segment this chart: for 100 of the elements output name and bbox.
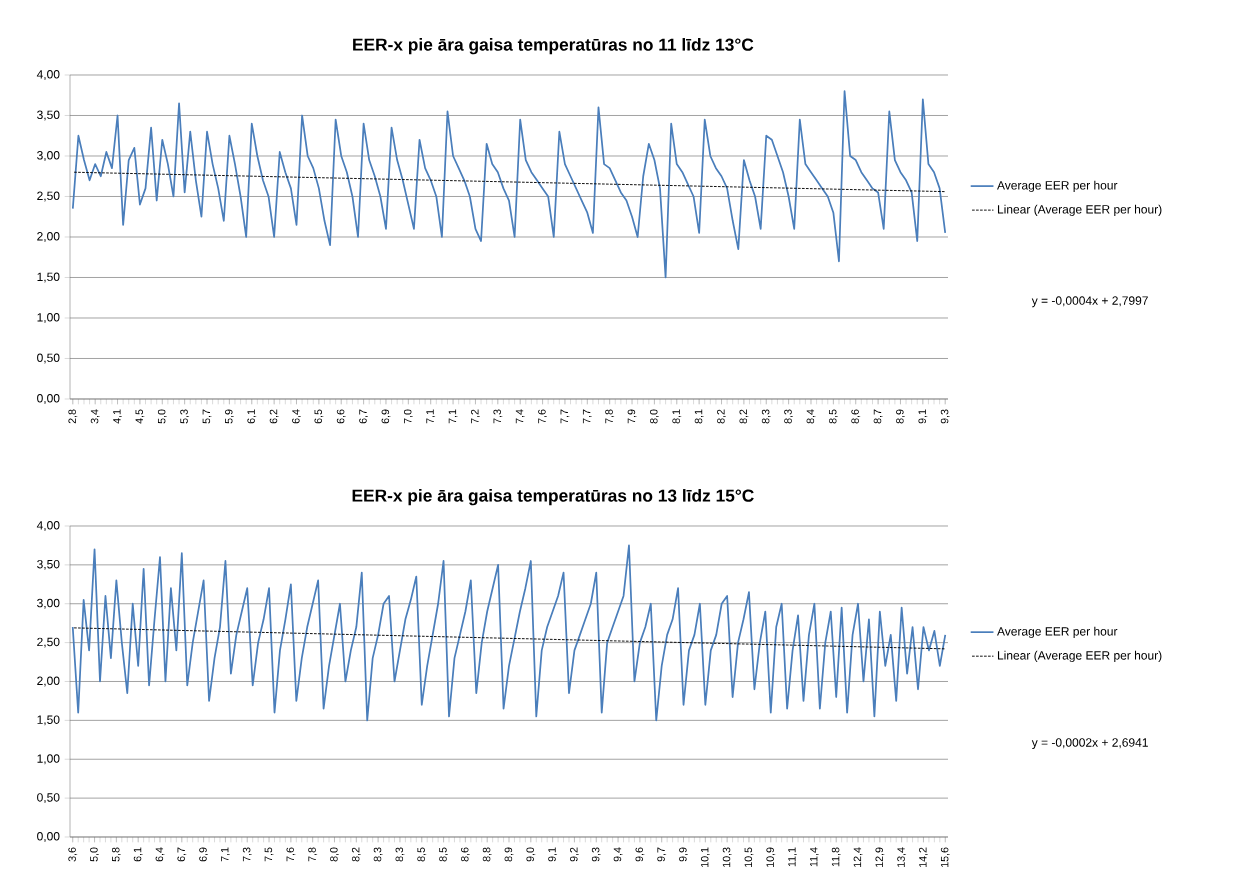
x-tick-label: 8,8 — [482, 847, 492, 862]
x-tick-label: 4,5 — [135, 409, 145, 424]
x-tick-label: 9,3 — [940, 409, 950, 424]
x-tick-label: 8,3 — [784, 409, 794, 424]
x-tick-label: 10,9 — [766, 847, 776, 867]
legend-label: Linear (Average EER per hour) — [997, 650, 1162, 663]
x-tick-label: 7,8 — [605, 409, 615, 424]
y-tick-label: 0,50 — [37, 353, 60, 364]
y-tick-label: 3,50 — [37, 110, 60, 121]
y-tick-label: 0,50 — [37, 793, 60, 804]
x-tick-label: 8,9 — [504, 847, 514, 862]
x-tick-label: 6,9 — [199, 847, 209, 862]
x-tick-label: 8,5 — [439, 847, 448, 862]
x-tick-label: 15,6 — [940, 847, 950, 867]
x-tick-label: 6,9 — [381, 409, 391, 424]
x-tick-label: 7,1 — [426, 409, 436, 424]
x-tick-label: 14,2 — [919, 847, 928, 867]
x-tick-label: 9,1 — [548, 847, 558, 862]
x-tick-label: 10,5 — [744, 847, 754, 867]
x-tick-label: 8,2 — [739, 409, 749, 424]
x-tick-label: 8,3 — [761, 409, 771, 424]
x-tick-label: 5,8 — [111, 847, 121, 862]
legend-label: Average EER per hour — [997, 180, 1118, 192]
x-tick-label: 9,3 — [591, 847, 601, 862]
x-tick-label: 11,8 — [831, 847, 841, 867]
x-tick-label: 8,3 — [395, 847, 405, 862]
x-tick-label: 6,6 — [336, 409, 346, 424]
x-tick-label: 8,1 — [672, 409, 682, 424]
x-tick-label: 6,7 — [177, 847, 187, 862]
x-tick-label: 3,4 — [90, 409, 100, 424]
x-tick-label: 5,3 — [180, 409, 190, 424]
x-tick-label: 6,1 — [133, 847, 143, 862]
x-tick-label: 8,0 — [650, 409, 659, 424]
x-tick-label: 6,5 — [314, 409, 324, 424]
x-tick-label: 8,4 — [806, 409, 816, 424]
x-tick-label: 7,1 — [448, 409, 458, 424]
x-tick-label: 8,3 — [373, 847, 383, 862]
text: y = -0,0004x + 2,7997 — [1031, 296, 1148, 308]
y-tick-label: 3,00 — [37, 151, 60, 161]
x-tick-label: 10,1 — [700, 847, 710, 867]
x-tick-label: 7,3 — [493, 409, 503, 424]
chart-title: EER-x pie āra gaisa temperatūras no 13 līdz 15°C — [352, 489, 754, 506]
x-tick-label: 8,0 — [330, 847, 339, 862]
x-tick-label: 13,4 — [897, 847, 907, 867]
x-tick-label: 7,7 — [582, 409, 592, 424]
x-tick-label: 9,6 — [635, 847, 645, 862]
x-tick-label: 12,9 — [875, 847, 885, 867]
x-tick-label: 7,4 — [515, 409, 525, 424]
x-tick-label: 11,1 — [788, 847, 797, 867]
x-tick-label: 8,6 — [851, 409, 861, 424]
legend-label: Linear (Average EER per hour) — [997, 204, 1162, 216]
y-tick-label: 2,50 — [37, 637, 60, 648]
x-tick-label: 8,5 — [828, 409, 838, 424]
y-tick-label: 2,00 — [37, 676, 60, 687]
x-tick-label: 9,7 — [657, 847, 667, 862]
x-tick-label: 7,6 — [286, 847, 296, 862]
y-tick-label: 4,00 — [36, 521, 60, 531]
x-tick-label: 11,4 — [810, 847, 819, 867]
y-tick-label: 4,00 — [36, 70, 60, 80]
x-tick-label: 9,1 — [918, 409, 928, 424]
x-tick-label: 6,4 — [155, 847, 165, 862]
y-tick-label: 2,50 — [37, 191, 60, 202]
x-tick-label: 7,1 — [221, 847, 230, 862]
y-tick-label: 0,00 — [37, 394, 60, 404]
y-tick-label: 3,00 — [37, 598, 60, 609]
x-tick-label: 6,1 — [247, 409, 257, 424]
x-tick-label: 9,9 — [679, 847, 688, 862]
x-tick-label: 7,5 — [264, 847, 274, 862]
y-tick-label: 1,50 — [37, 272, 60, 283]
x-tick-label: 7,9 — [627, 409, 637, 424]
x-tick-label: 7,6 — [538, 409, 547, 424]
x-tick-label: 2,8 — [68, 409, 78, 424]
text: y = -0,0002x + 2,6941 — [1031, 738, 1148, 750]
x-tick-label: 8,7 — [873, 409, 883, 424]
x-tick-label: 7,7 — [560, 409, 570, 424]
chart-title: EER-x pie āra gaisa temperatūras no 11 līdz 13°C — [353, 38, 754, 55]
x-tick-label: 6,7 — [359, 409, 369, 424]
x-tick-label: 12,4 — [853, 847, 863, 867]
x-tick-label: 10,3 — [722, 847, 732, 867]
x-tick-label: 8,2 — [351, 847, 361, 862]
x-tick-label: 8,6 — [460, 847, 470, 862]
x-tick-label: 9,4 — [613, 847, 623, 862]
y-tick-label: 1,50 — [37, 715, 60, 726]
y-tick-label: 1,00 — [37, 313, 60, 323]
x-tick-label: 5,9 — [224, 409, 234, 424]
x-tick-label: 8,9 — [896, 409, 905, 424]
x-tick-label: 6,4 — [292, 409, 301, 424]
x-tick-label: 4,1 — [113, 409, 122, 424]
x-tick-label: 7,2 — [471, 409, 480, 424]
y-tick-label: 2,00 — [37, 232, 60, 242]
x-tick-label: 5,0 — [157, 409, 167, 424]
x-tick-label: 7,3 — [242, 847, 252, 862]
x-tick-label: 8,1 — [694, 409, 704, 424]
x-tick-label: 9,2 — [570, 847, 579, 862]
y-tick-label: 0,00 — [37, 832, 60, 842]
x-tick-label: 3,6 — [68, 847, 78, 862]
x-tick-label: 7,0 — [403, 409, 413, 424]
x-tick-label: 8,5 — [417, 847, 427, 862]
x-tick-label: 6,2 — [269, 409, 279, 424]
x-tick-label: 9,0 — [526, 847, 536, 862]
